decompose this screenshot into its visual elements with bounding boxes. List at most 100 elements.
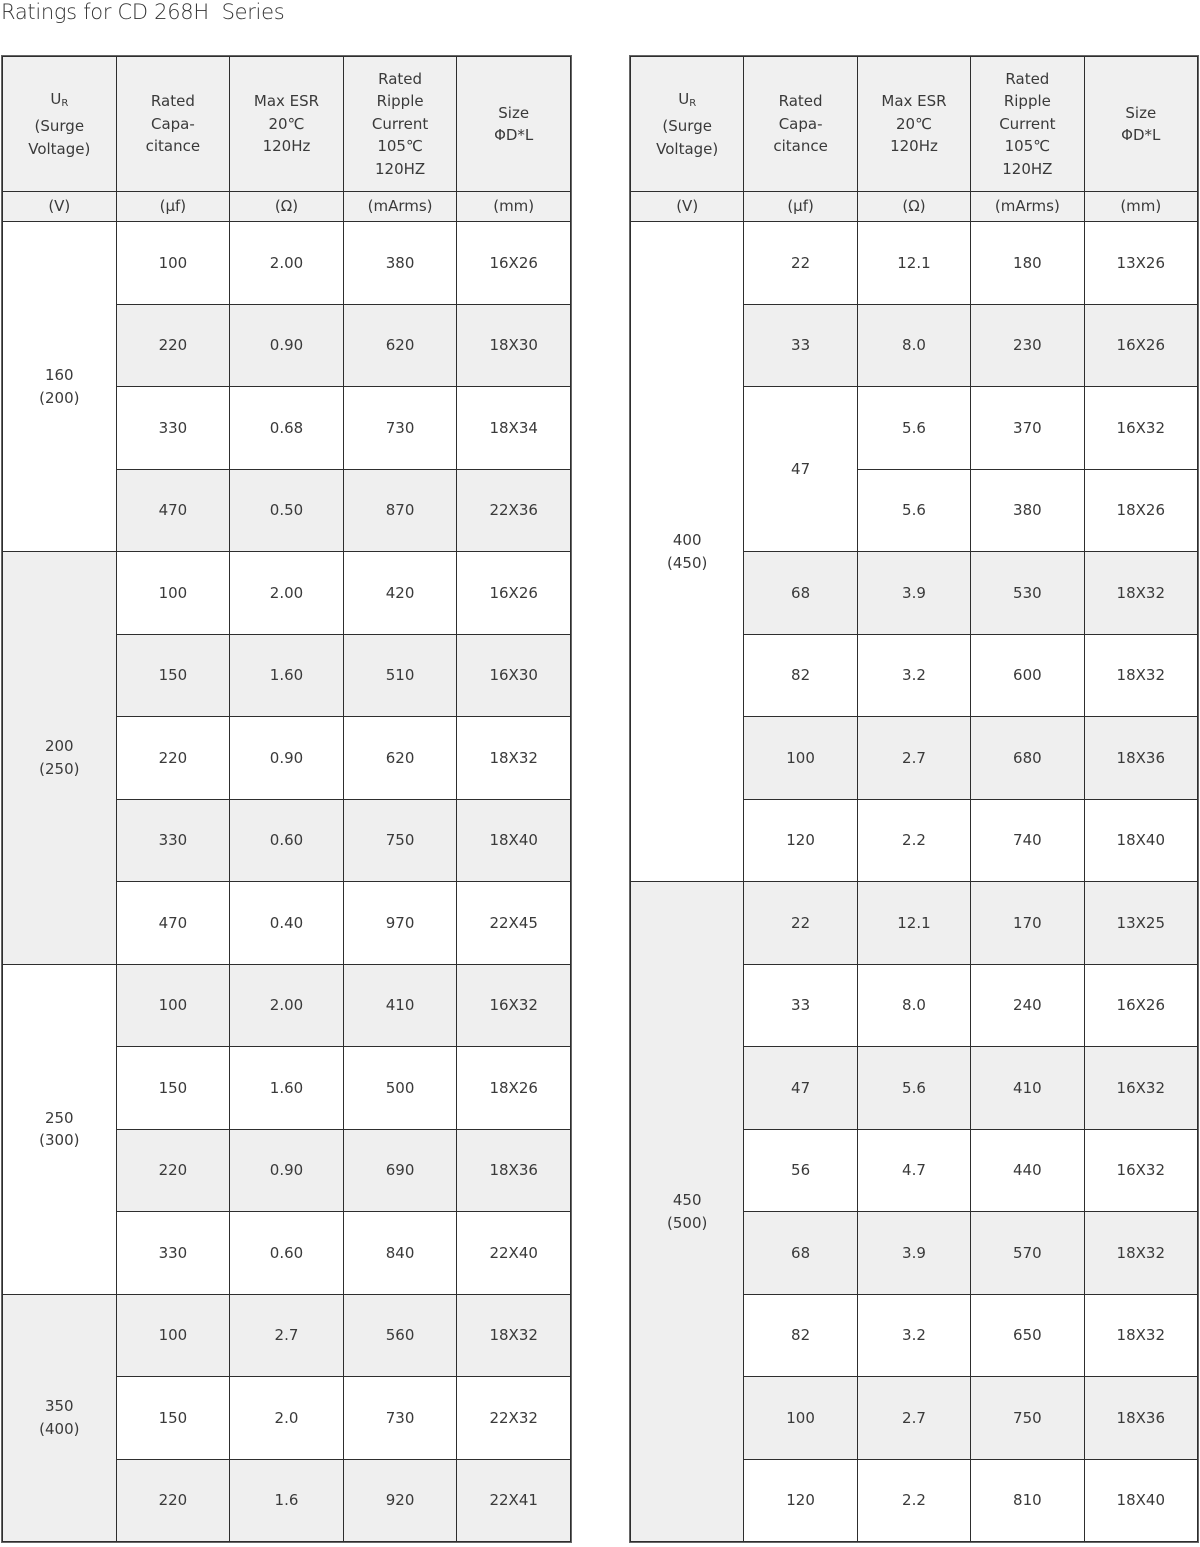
header-capacitance: Rated Capa- citance xyxy=(115,56,231,192)
size-cell: 22X36 xyxy=(456,468,571,552)
header-text: Size ΦD*L xyxy=(494,103,534,145)
table-row: 47 5.6 410 16X32 xyxy=(631,1046,1199,1130)
size-cell: 22X40 xyxy=(456,1211,571,1295)
table-row: 220 1.6 920 22X41 xyxy=(3,1458,571,1542)
size-cell: 18X32 xyxy=(456,1293,571,1377)
capacitance-cell: 22 xyxy=(743,221,858,305)
header-ripple-current: Rated Ripple Current 105℃ 120HZ xyxy=(342,56,458,192)
header-text: Max ESR 20℃ 120Hz xyxy=(253,92,320,156)
table-row: 330 0.60 840 22X40 xyxy=(3,1211,571,1295)
header-esr: Max ESR 20℃ 120Hz xyxy=(856,56,972,192)
ripple-current-cell: 870 xyxy=(342,468,458,552)
size-cell: 18X36 xyxy=(1083,1376,1199,1460)
capacitance-cell: 47 xyxy=(743,386,858,552)
ripple-current-cell: 620 xyxy=(342,303,458,387)
table-row: 330 0.60 750 18X40 xyxy=(3,798,571,882)
capacitance-cell: 100 xyxy=(115,1293,231,1377)
header-size: Size ΦD*L xyxy=(1083,56,1199,192)
esr-cell: 0.68 xyxy=(229,386,344,470)
esr-cell: 0.90 xyxy=(229,303,344,387)
size-cell: 18X32 xyxy=(456,716,571,800)
header-text: (Surge Voltage) xyxy=(28,117,91,158)
capacitance-cell: 150 xyxy=(115,633,231,717)
header-subscript: R xyxy=(689,97,697,109)
capacitance-cell: 100 xyxy=(115,221,231,305)
ripple-current-cell: 750 xyxy=(342,798,458,882)
table-row: 220 0.90 690 18X36 xyxy=(3,1128,571,1212)
table-row: 82 3.2 650 18X32 xyxy=(631,1293,1199,1377)
esr-cell: 0.90 xyxy=(229,1128,344,1212)
header-text: Size ΦD*L xyxy=(1121,103,1161,145)
size-cell: 18X34 xyxy=(456,386,571,470)
unit-ripple-current: (mArms) xyxy=(342,191,458,222)
esr-cell: 1.60 xyxy=(229,1046,344,1130)
table-row: 450 (500) 22 12.1 170 13X25 xyxy=(629,881,1199,1542)
ripple-current-cell: 840 xyxy=(342,1211,458,1295)
ripple-current-cell: 530 xyxy=(970,551,1085,635)
ripple-current-cell: 380 xyxy=(342,221,458,305)
size-cell: 22X32 xyxy=(456,1376,571,1460)
esr-cell: 0.60 xyxy=(229,1211,344,1295)
esr-cell: 2.2 xyxy=(856,798,972,882)
unit-voltage: (V) xyxy=(629,191,745,222)
size-cell: 16X32 xyxy=(1083,1128,1199,1212)
header-text: (Surge Voltage) xyxy=(656,117,719,158)
capacitance-cell: 33 xyxy=(743,963,858,1047)
capacitance-cell: 330 xyxy=(115,798,231,882)
esr-cell: 2.00 xyxy=(229,221,344,305)
ripple-current-cell: 690 xyxy=(342,1128,458,1212)
capacitance-cell: 470 xyxy=(115,468,231,552)
table-row: 220 0.90 620 18X30 xyxy=(3,303,571,387)
header-row: UR (Surge Voltage) Rated Capa- citance Max … xyxy=(2,56,571,192)
esr-cell: 2.7 xyxy=(856,716,972,800)
table-row: 68 3.9 530 18X32 xyxy=(631,551,1199,635)
table-row: 5.6 380 18X26 xyxy=(631,468,1199,552)
capacitance-cell: 470 xyxy=(115,881,231,965)
ripple-current-cell: 570 xyxy=(970,1211,1085,1295)
table-row: 250 (300) 100 2.00 410 16X32 xyxy=(2,963,571,1295)
capacitance-cell: 22 xyxy=(743,881,858,965)
ripple-current-cell: 410 xyxy=(970,1046,1085,1130)
header-ripple-current: Rated Ripple Current 105℃ 120HZ xyxy=(970,56,1085,192)
esr-cell: 1.6 xyxy=(229,1458,344,1542)
header-text: Rated Ripple Current 105℃ 120HZ xyxy=(371,69,429,178)
ripple-current-cell: 380 xyxy=(970,468,1085,552)
capacitance-cell: 68 xyxy=(743,1211,858,1295)
size-cell: 18X40 xyxy=(1083,1458,1199,1542)
header-text: Max ESR 20℃ 120Hz xyxy=(881,92,947,156)
ripple-current-cell: 230 xyxy=(970,303,1085,387)
esr-cell: 2.7 xyxy=(856,1376,972,1460)
esr-cell: 12.1 xyxy=(856,221,972,305)
unit-row: (V) (µf) (Ω) (mArms) (mm) xyxy=(2,191,571,222)
size-cell: 18X32 xyxy=(1083,1293,1199,1377)
table-row: 400 (450) 22 12.1 180 13X26 xyxy=(629,221,1199,882)
table-row: 33 8.0 240 16X26 xyxy=(631,963,1199,1047)
capacitance-cell: 220 xyxy=(115,303,231,387)
voltage-cell: 160 (200) xyxy=(2,221,117,552)
header-row: UR (Surge Voltage) Rated Capa- citance Max … xyxy=(629,56,1199,192)
ripple-current-cell: 750 xyxy=(970,1376,1085,1460)
unit-size: (mm) xyxy=(456,191,571,222)
ripple-current-cell: 420 xyxy=(342,551,458,635)
ripple-current-cell: 560 xyxy=(342,1293,458,1377)
table-row: 82 3.2 600 18X32 xyxy=(631,633,1199,717)
table-row: 100 2.7 750 18X36 xyxy=(631,1376,1199,1460)
ripple-current-cell: 370 xyxy=(970,386,1085,470)
esr-cell: 3.9 xyxy=(856,551,972,635)
esr-cell: 3.2 xyxy=(856,1293,972,1377)
header-size: Size ΦD*L xyxy=(456,56,571,192)
header-text: Rated Capa- citance xyxy=(145,92,201,156)
page-title: Ratings for CD 268H Series xyxy=(1,0,285,24)
size-cell: 16X26 xyxy=(1083,303,1199,387)
table-row: 100 2.7 680 18X36 xyxy=(631,716,1199,800)
header-voltage: UR (Surge Voltage) xyxy=(629,56,745,192)
size-cell: 18X30 xyxy=(456,303,571,387)
ripple-current-cell: 180 xyxy=(970,221,1085,305)
capacitance-cell: 100 xyxy=(743,1376,858,1460)
header-esr: Max ESR 20℃ 120Hz xyxy=(229,56,344,192)
size-cell: 16X26 xyxy=(456,221,571,305)
size-cell: 16X32 xyxy=(1083,386,1199,470)
ripple-current-cell: 730 xyxy=(342,386,458,470)
size-cell: 18X40 xyxy=(1083,798,1199,882)
esr-cell: 2.7 xyxy=(229,1293,344,1377)
